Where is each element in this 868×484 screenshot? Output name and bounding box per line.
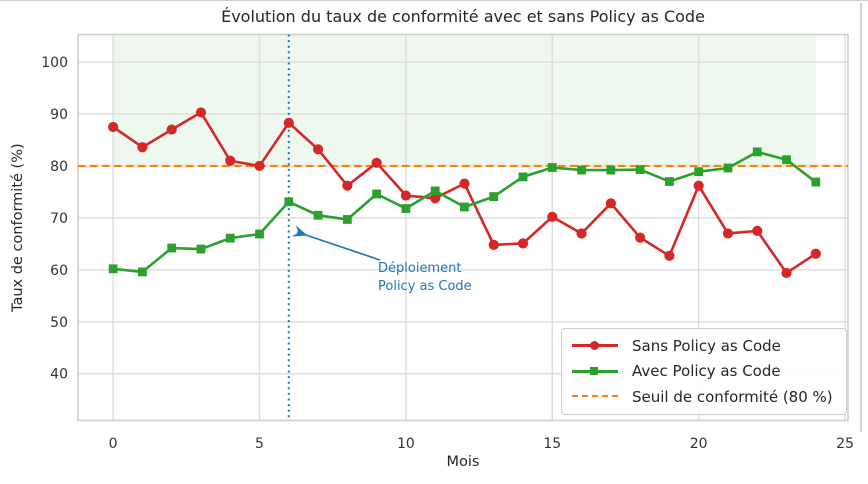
legend-label: Seuil de conformité (80 %) — [632, 388, 833, 407]
data-point-square — [138, 267, 147, 277]
data-point-circle — [810, 248, 821, 259]
annotation-line-1: Déploiement — [378, 261, 462, 276]
data-point-square — [489, 192, 499, 201]
data-point-square — [313, 210, 323, 220]
data-point-circle — [195, 107, 207, 118]
data-point-circle — [166, 124, 177, 135]
y-tick-label: 70 — [50, 211, 68, 227]
data-point-circle — [781, 267, 792, 279]
y-tick-label: 60 — [50, 263, 68, 279]
data-point-square — [723, 163, 733, 173]
data-point-circle — [722, 228, 734, 239]
window-edge-top — [0, 0, 868, 1]
y-tick-label: 50 — [50, 315, 68, 331]
legend-item: Seuil de conformité (80 %) — [572, 388, 836, 406]
data-point-square — [782, 155, 791, 165]
data-point-circle — [605, 198, 616, 209]
data-point-square — [108, 264, 118, 274]
data-point-circle — [430, 193, 441, 204]
data-point-square — [255, 229, 264, 239]
data-point-square — [694, 167, 704, 177]
axes-spines — [77, 33, 849, 422]
data-point-square — [167, 243, 177, 253]
data-point-square — [372, 189, 382, 199]
data-point-circle — [693, 180, 704, 191]
data-point-square — [547, 163, 557, 172]
data-point-circle — [459, 178, 470, 189]
data-point-square — [225, 233, 235, 243]
x-tick-label: 5 — [255, 436, 264, 452]
data-point-square — [284, 197, 294, 207]
data-point-circle — [517, 238, 529, 249]
y-tick-label: 90 — [50, 107, 68, 123]
data-point-circle — [108, 121, 119, 133]
legend-item: Sans Policy as Code — [572, 337, 836, 355]
chart-title: Évolution du taux de conformité avec et … — [221, 7, 705, 26]
data-point-circle — [547, 211, 558, 222]
data-point-circle — [342, 180, 353, 191]
data-point-circle — [576, 228, 587, 239]
data-point-circle — [312, 144, 324, 155]
legend: Sans Policy as Code Avec Policy as Code Se… — [561, 328, 847, 415]
window-edge-right — [860, 3, 862, 432]
annotation-line-2: Policy as Code — [378, 279, 472, 295]
data-point-square — [518, 172, 528, 182]
data-point-circle — [488, 239, 499, 251]
x-tick-label: 25 — [836, 436, 854, 452]
data-point-circle — [635, 232, 646, 243]
data-point-square — [606, 165, 616, 175]
data-point-square — [635, 165, 645, 174]
y-tick-label: 40 — [50, 367, 68, 383]
data-point-square — [460, 202, 469, 212]
legend-line-sample-icon — [572, 341, 618, 351]
x-tick-label: 20 — [690, 436, 708, 452]
data-point-square — [752, 147, 762, 157]
data-point-circle — [664, 250, 675, 261]
data-point-square — [196, 244, 206, 254]
legend-line-sample-icon — [572, 366, 618, 376]
deployment-annotation: Déploiement Policy as Code — [378, 260, 472, 296]
x-tick-label: 10 — [397, 436, 415, 452]
x-axis-label: Mois — [446, 454, 480, 470]
y-axis-label: Taux de conformité (%) — [10, 143, 26, 313]
legend-dashed-sample-icon — [572, 392, 618, 402]
x-tick-label: 0 — [109, 436, 118, 452]
y-tick-label: 80 — [50, 159, 68, 175]
data-point-circle — [752, 225, 763, 236]
data-point-square — [401, 204, 411, 213]
data-point-circle — [225, 155, 236, 166]
data-point-circle — [137, 142, 148, 153]
data-point-circle — [371, 157, 382, 168]
data-point-circle — [400, 190, 412, 201]
data-point-square — [665, 177, 674, 186]
annotation-arrow — [291, 225, 381, 261]
x-tick-label: 15 — [543, 436, 561, 452]
data-point-square — [342, 215, 352, 224]
compliance-shaded-region — [113, 34, 816, 166]
legend-label: Sans Policy as Code — [632, 336, 781, 355]
data-point-square — [811, 177, 821, 187]
data-point-square — [577, 165, 586, 175]
y-tick-label: 100 — [41, 55, 68, 71]
data-point-circle — [283, 117, 294, 128]
legend-item: Avec Policy as Code — [572, 362, 836, 380]
data-point-square — [430, 186, 440, 196]
legend-label: Avec Policy as Code — [632, 362, 781, 381]
data-point-circle — [254, 160, 265, 172]
series-line-avec — [112, 150, 817, 274]
